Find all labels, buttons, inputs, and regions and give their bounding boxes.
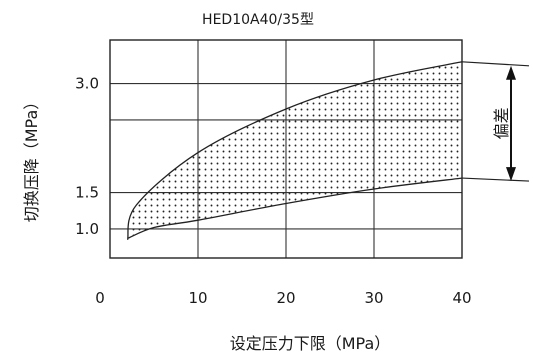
deviation-arrow-up bbox=[506, 65, 516, 80]
x-axis-label: 设定压力下限（MPa） bbox=[230, 334, 391, 353]
deviation-arrow-down bbox=[506, 167, 516, 182]
x-tick-label-4: 40 bbox=[452, 289, 471, 307]
x-ticks: 0 10 20 30 40 bbox=[95, 289, 471, 307]
y-ticks: 3.0 1.5 1.0 bbox=[75, 75, 99, 238]
y-axis-label: 切换压降（MPa） bbox=[22, 94, 41, 223]
y-tick-label-1: 1.5 bbox=[75, 184, 99, 202]
series-line-lower bbox=[127, 177, 463, 240]
extension-line-upper bbox=[461, 61, 530, 67]
series-line-upper bbox=[126, 61, 463, 240]
x-tick-label-0: 0 bbox=[95, 289, 105, 307]
deviation-label: 偏差 bbox=[492, 107, 511, 139]
deviation-area bbox=[127, 61, 462, 240]
y-tick-label-2: 1.0 bbox=[75, 220, 99, 238]
deviation-indicator: 偏差 bbox=[492, 65, 516, 182]
chart-title: HED10A40/35型 bbox=[202, 12, 314, 28]
x-tick-label-3: 30 bbox=[364, 289, 383, 307]
x-tick-label-2: 20 bbox=[276, 289, 295, 307]
curves bbox=[126, 61, 530, 240]
plot-frame bbox=[109, 39, 463, 259]
extension-line-lower bbox=[461, 177, 530, 182]
x-tick-label-1: 10 bbox=[188, 289, 207, 307]
y-tick-label-0: 3.0 bbox=[75, 75, 99, 93]
